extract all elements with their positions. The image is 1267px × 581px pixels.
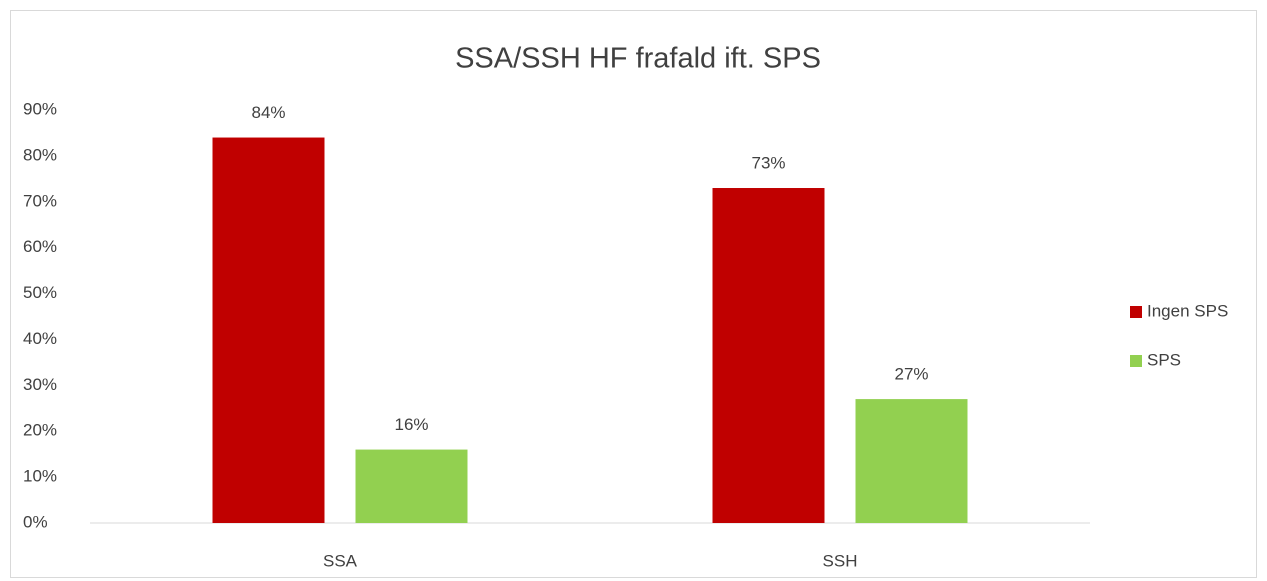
x-tick-label: SSH [823, 551, 858, 570]
legend-label: SPS [1147, 350, 1181, 369]
value-label: 16% [394, 415, 428, 434]
chart-border [10, 10, 1257, 578]
y-tick-label: 80% [23, 145, 57, 164]
y-tick-label: 30% [23, 375, 57, 394]
y-tick-label: 70% [23, 191, 57, 210]
value-label: 84% [251, 103, 285, 122]
y-tick-label: 40% [23, 329, 57, 348]
y-tick-label: 50% [23, 283, 57, 302]
bar [712, 188, 825, 523]
value-label: 27% [894, 365, 928, 384]
bar [855, 399, 968, 523]
y-tick-label: 0% [23, 512, 48, 531]
chart-title: SSA/SSH HF frafald ift. SPS [455, 43, 821, 75]
legend-label: Ingen SPS [1147, 301, 1228, 320]
y-tick-label: 20% [23, 421, 57, 440]
value-label: 73% [751, 153, 785, 172]
y-tick-label: 60% [23, 237, 57, 256]
bar [355, 449, 468, 523]
y-tick-label: 90% [23, 99, 57, 118]
bar [212, 137, 325, 524]
legend-swatch [1130, 355, 1142, 367]
x-tick-label: SSA [323, 551, 358, 570]
legend-swatch [1130, 306, 1142, 318]
y-tick-label: 10% [23, 467, 57, 486]
